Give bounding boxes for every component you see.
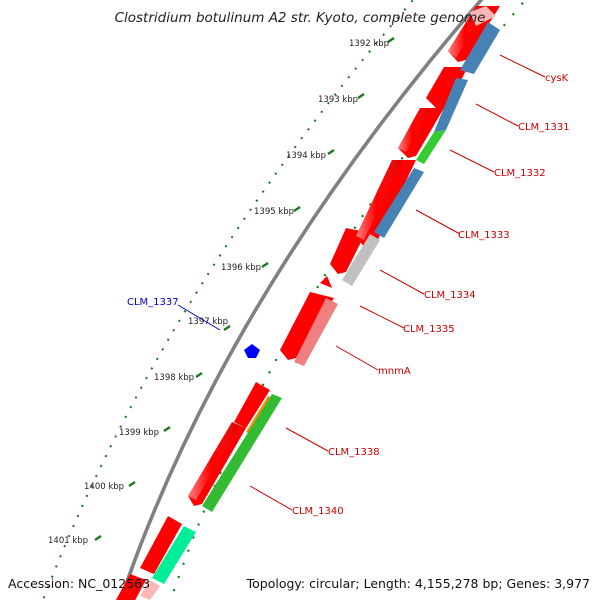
cds-arrow[interactable]: [116, 574, 146, 600]
leader-mnmA: [335, 345, 379, 371]
cds-arrow[interactable]: [140, 516, 182, 574]
cds-arrow[interactable]: [320, 276, 332, 288]
tick-label-1392: 1392 kbp: [349, 39, 389, 49]
tick-mark-1394: [327, 149, 335, 155]
tick-label-1393: 1393 kbp: [318, 95, 358, 105]
scale-ring: [42, 0, 415, 600]
gene-bar-cysK[interactable]: [460, 22, 500, 74]
tick-label-1396: 1396 kbp: [221, 263, 261, 273]
label-CLM_1334[interactable]: CLM_1334: [424, 290, 476, 301]
leader-CLM_1340: [249, 485, 293, 511]
tick-label-1397: 1397 kbp: [188, 317, 228, 327]
gene-labels: cysK CLM_1331 CLM_1332 CLM_1333 CLM_1334…: [292, 73, 570, 517]
gene-bar-faint: [470, 6, 496, 26]
cds-highlight: [188, 6, 486, 500]
cds-arrow[interactable]: [426, 67, 468, 110]
gene-bar-CLM_1333[interactable]: [374, 168, 424, 238]
leader-CLM_1337: [177, 304, 221, 331]
label-mnmA[interactable]: mnmA: [378, 366, 411, 377]
tick-mark-1398: [195, 372, 203, 378]
scale-tick-marks: [94, 37, 395, 541]
gene-bar-CLM_1340[interactable]: [202, 394, 282, 512]
label-CLM_1332[interactable]: CLM_1332: [494, 168, 546, 179]
genome-summary: Topology: circular; Length: 4,155,278 bp…: [246, 576, 590, 591]
leader-CLM_1338: [285, 427, 329, 452]
tick-label-1394: 1394 kbp: [286, 151, 326, 161]
tick-label-1398: 1398 kbp: [154, 373, 194, 383]
label-cysK[interactable]: cysK: [545, 73, 569, 84]
tick-mark-1392: [387, 37, 395, 43]
leader-CLM_1334: [379, 269, 425, 295]
gene-bar-mnmA[interactable]: [294, 298, 338, 366]
gene-track: [140, 6, 500, 600]
gene-bar-teal: [152, 526, 196, 584]
tick-label-1401: 1401 kbp: [48, 536, 88, 546]
cds-arrow[interactable]: [356, 160, 416, 250]
label-CLM_1338[interactable]: CLM_1338: [328, 447, 380, 458]
leader-CLM_1331: [475, 103, 519, 127]
genome-backbone: [118, 0, 484, 600]
scale-tick-labels: 1392 kbp 1393 kbp 1394 kbp 1395 kbp 1396…: [48, 39, 389, 546]
gene-bar-pink: [140, 580, 160, 600]
tick-mark-1393: [357, 93, 365, 99]
tick-mark-1396: [261, 262, 269, 268]
tick-label-1400: 1400 kbp: [84, 482, 124, 492]
tick-label-1399: 1399 kbp: [119, 428, 159, 438]
gene-marker-CLM_1337[interactable]: [244, 344, 260, 358]
label-CLM_1337[interactable]: CLM_1337: [127, 297, 179, 308]
leader-CLM_1333: [415, 209, 461, 235]
label-CLM_1331[interactable]: CLM_1331: [518, 122, 570, 133]
label-CLM_1335[interactable]: CLM_1335: [403, 324, 455, 335]
gene-bar-CLM_1331[interactable]: [434, 78, 468, 132]
tick-mark-1395: [293, 206, 301, 212]
leader-CLM_1335: [359, 305, 405, 329]
inner-tick-ring: [169, 0, 527, 600]
map-title: Clostridium botulinum A2 str. Kyoto, com…: [115, 10, 486, 26]
gene-bar-CLM_1334[interactable]: [342, 234, 380, 286]
tick-mark-1397: [223, 325, 231, 331]
leader-cysK: [499, 54, 546, 78]
cds-arrow[interactable]: [234, 382, 270, 428]
leader-lines: [249, 54, 546, 511]
leader-CLM_1332: [449, 149, 495, 173]
gene-bar-CLM_1332[interactable]: [416, 130, 446, 164]
tick-label-1395: 1395 kbp: [254, 207, 294, 217]
tick-mark-1400: [128, 481, 136, 487]
cds-arrow[interactable]: [330, 228, 366, 274]
label-CLM_1333[interactable]: CLM_1333: [458, 230, 510, 241]
tick-mark-1401: [94, 535, 102, 541]
tick-mark-1399: [163, 426, 171, 432]
accession-label: Accession: NC_012563: [8, 576, 150, 591]
label-CLM_1340[interactable]: CLM_1340: [292, 506, 344, 517]
